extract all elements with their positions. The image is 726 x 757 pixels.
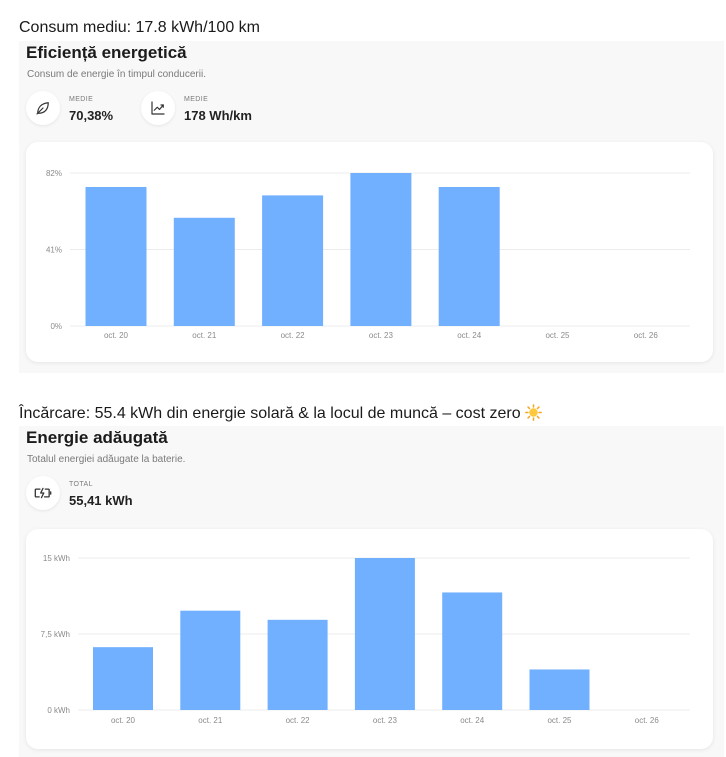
- efficiency-title: Eficiență energetică: [26, 43, 187, 62]
- x-tick-label: oct. 24: [457, 331, 482, 340]
- bar[interactable]: [180, 610, 241, 710]
- x-tick-label: oct. 23: [373, 716, 398, 725]
- stat-average-consumption: MEDIE 178 Wh/km: [141, 91, 271, 127]
- y-tick-label: 82%: [46, 169, 62, 178]
- bar[interactable]: [93, 647, 153, 710]
- efficiency-subtitle: Consum de energie în timpul conducerii.: [27, 69, 206, 80]
- y-tick-label: 41%: [46, 246, 62, 255]
- bar[interactable]: [442, 592, 503, 710]
- energy-added-title: Energie adăugată: [26, 428, 168, 447]
- stat-total-energy: TOTAL 55,41 kWh: [26, 476, 156, 512]
- bar[interactable]: [354, 558, 415, 710]
- charging-caption: Încărcare: 55.4 kWh din energie solară &…: [19, 404, 542, 423]
- stat-value: 178 Wh/km: [184, 108, 252, 123]
- stat-label: MEDIE: [184, 96, 209, 103]
- x-tick-label: oct. 20: [111, 716, 136, 725]
- bar[interactable]: [438, 186, 500, 326]
- stat-label: TOTAL: [69, 481, 93, 488]
- efficiency-bar-chart: 0% 41% 82% oct. 20 oct. 21 oct. 22 oct. 23 oct.…: [46, 169, 690, 340]
- energy-added-card: Energie adăugată Totalul energiei adăuga…: [19, 426, 724, 757]
- y-tick-label: 0%: [50, 322, 62, 331]
- x-tick-label: oct. 25: [547, 716, 572, 725]
- stat-average-efficiency: MEDIE 70,38%: [26, 91, 136, 127]
- energy-added-chart: 0 kWh 7,5 kWh 15 kWh oct. 20 oct. 21 oct. 22 o…: [26, 529, 713, 749]
- battery-charging-icon: [26, 476, 60, 510]
- bar[interactable]: [529, 669, 590, 710]
- trend-chart-icon: [141, 91, 175, 125]
- leaf-icon: [26, 91, 60, 125]
- bar[interactable]: [267, 619, 328, 710]
- charging-caption-text: Încărcare: 55.4 kWh din energie solară &…: [19, 405, 521, 422]
- energy-added-bar-chart: 0 kWh 7,5 kWh 15 kWh oct. 20 oct. 21 oct. 22 o…: [41, 554, 690, 725]
- bar[interactable]: [173, 217, 235, 326]
- bar[interactable]: [350, 173, 412, 326]
- x-tick-label: oct. 23: [369, 331, 394, 340]
- stat-value: 55,41 kWh: [69, 493, 133, 508]
- x-tick-label: oct. 20: [104, 331, 129, 340]
- y-tick-label: 0 kWh: [47, 706, 70, 715]
- bar[interactable]: [262, 195, 324, 326]
- x-tick-label: oct. 26: [635, 716, 660, 725]
- sun-icon: [524, 404, 542, 421]
- y-tick-label: 7,5 kWh: [41, 630, 70, 639]
- x-tick-label: oct. 25: [545, 331, 570, 340]
- x-tick-label: oct. 22: [281, 331, 306, 340]
- efficiency-chart: 0% 41% 82% oct. 20 oct. 21 oct. 22 oct. 23 oct.…: [26, 142, 713, 362]
- efficiency-card: Eficiență energetică Consum de energie î…: [19, 41, 724, 373]
- x-tick-label: oct. 26: [634, 331, 659, 340]
- bar[interactable]: [85, 186, 147, 326]
- x-tick-label: oct. 24: [460, 716, 485, 725]
- x-tick-label: oct. 22: [286, 716, 311, 725]
- x-tick-label: oct. 21: [192, 331, 217, 340]
- stat-value: 70,38%: [69, 108, 114, 123]
- x-tick-label: oct. 21: [198, 716, 223, 725]
- efficiency-caption: Consum mediu: 17.8 kWh/100 km: [19, 19, 260, 36]
- energy-added-subtitle: Totalul energiei adăugate la baterie.: [27, 454, 186, 465]
- stat-label: MEDIE: [69, 96, 94, 103]
- y-tick-label: 15 kWh: [43, 554, 70, 563]
